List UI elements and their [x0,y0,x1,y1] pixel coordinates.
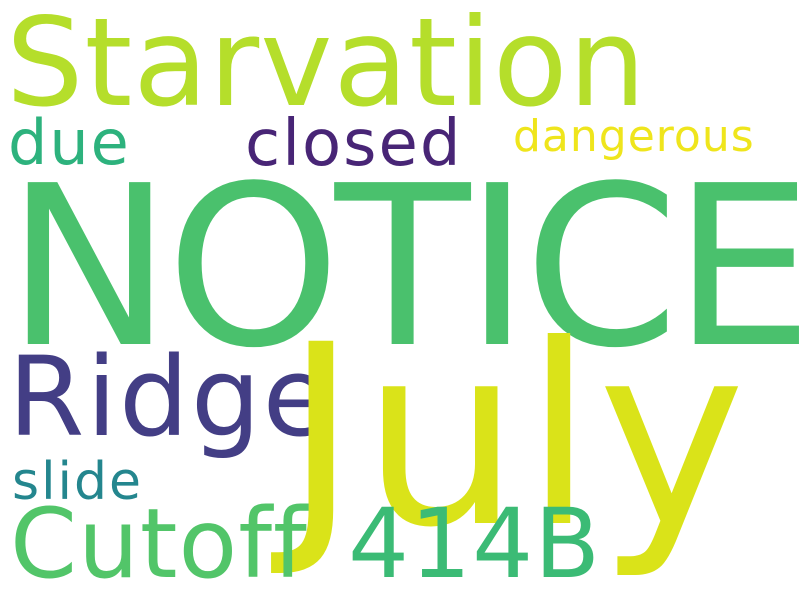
word-slide: slide [12,452,143,512]
word-closed: closed [245,107,463,181]
word-dangerous: dangerous [513,111,755,162]
word-july: July [284,291,750,582]
word-starvation: Starvation [6,0,647,134]
word-ridge: Ridge [8,333,333,461]
word-414b: 414B [348,488,602,600]
word-cutoff: Cutoff [10,488,308,600]
word-notice: NOTICE [6,139,800,397]
word-due: due [8,106,131,179]
